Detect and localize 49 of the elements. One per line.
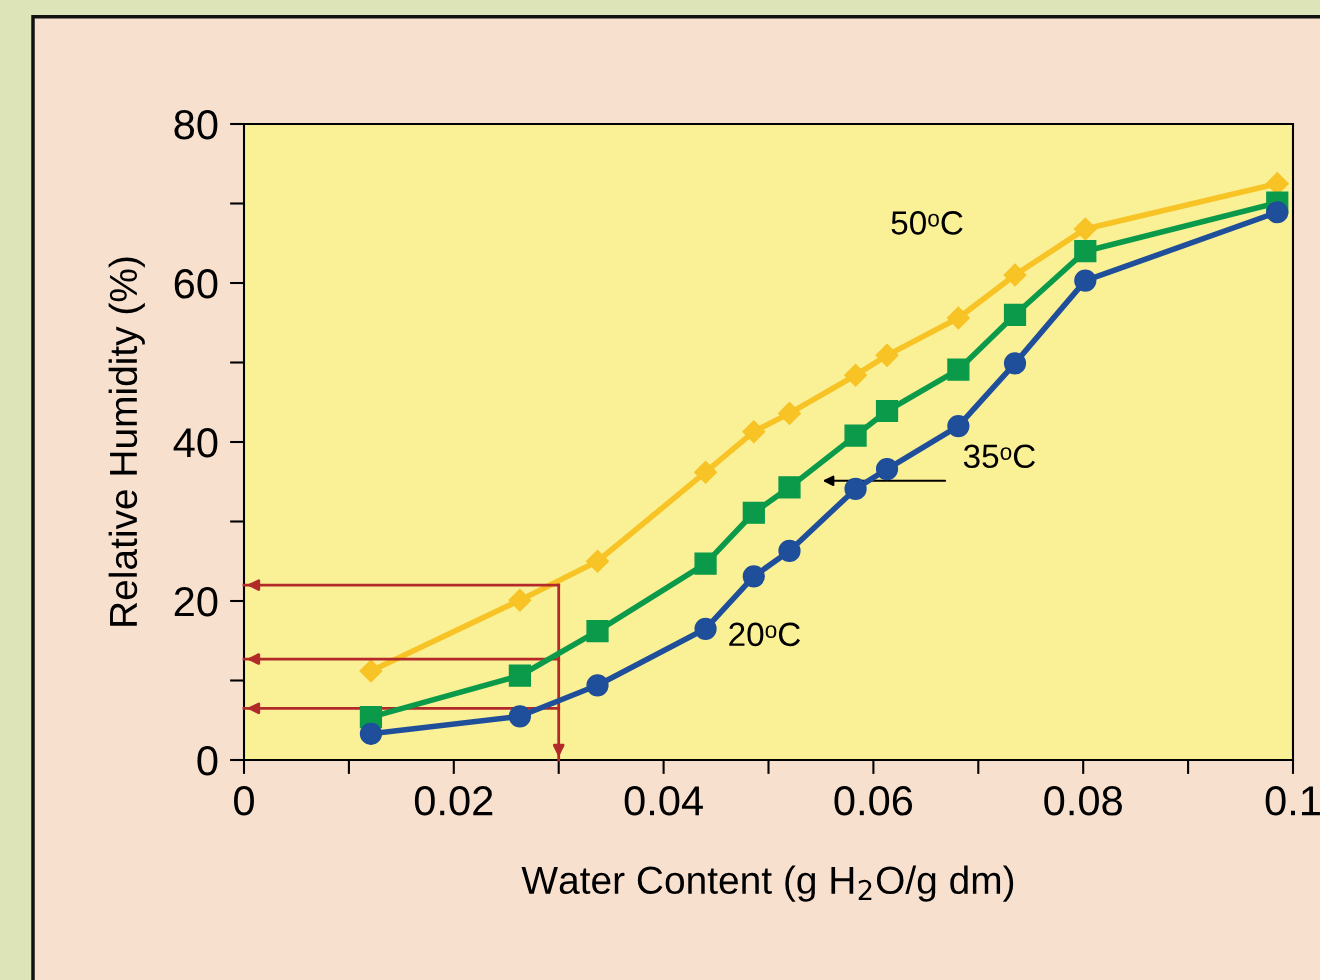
y-axis-title: Relative Humidity (%) <box>108 257 145 626</box>
point <box>778 539 801 563</box>
point <box>777 401 801 425</box>
point <box>586 674 609 697</box>
point <box>947 414 970 438</box>
point <box>1074 269 1097 292</box>
annotation: 35ᵒC <box>963 444 1036 469</box>
point <box>875 343 899 367</box>
x-tick-label: 0.08 <box>1044 786 1122 816</box>
x-axis-title: Water Content (g H$_{2}$O/g dm) <box>521 865 1014 902</box>
point <box>742 420 766 444</box>
point <box>586 620 609 643</box>
annotation: 20ᵒC <box>729 622 801 647</box>
annotation: 50ᵒC <box>891 211 963 235</box>
point <box>1266 201 1289 224</box>
point <box>359 722 383 745</box>
point <box>359 659 383 683</box>
point <box>778 476 801 499</box>
point <box>508 664 531 687</box>
x-tick-label: 0.06 <box>834 786 913 816</box>
point <box>946 306 970 330</box>
x-tick-label: 0.1 <box>1265 786 1320 816</box>
point <box>742 501 765 524</box>
point <box>586 549 610 573</box>
point <box>694 617 717 640</box>
point <box>875 457 899 481</box>
point <box>742 565 765 588</box>
y-tick-label: 0 <box>197 746 218 776</box>
point <box>694 460 718 484</box>
point <box>694 552 717 575</box>
point <box>844 424 867 447</box>
point <box>1074 240 1097 263</box>
y-tick-label: 60 <box>174 269 218 299</box>
point <box>947 358 970 381</box>
x-tick-label: 0.04 <box>624 786 703 816</box>
point <box>844 363 868 387</box>
point <box>508 588 532 612</box>
y-tick-label: 20 <box>174 587 218 617</box>
point <box>508 705 531 728</box>
point <box>1003 352 1027 375</box>
point <box>1003 303 1027 326</box>
y-tick-label: 40 <box>173 428 218 458</box>
y-tick-label: 80 <box>174 110 218 140</box>
point <box>1073 217 1097 241</box>
x-tick-label: 0.02 <box>414 786 493 816</box>
point <box>1003 263 1027 287</box>
x-tick-label: 0 <box>234 786 254 816</box>
point <box>875 399 899 423</box>
point <box>844 477 867 501</box>
